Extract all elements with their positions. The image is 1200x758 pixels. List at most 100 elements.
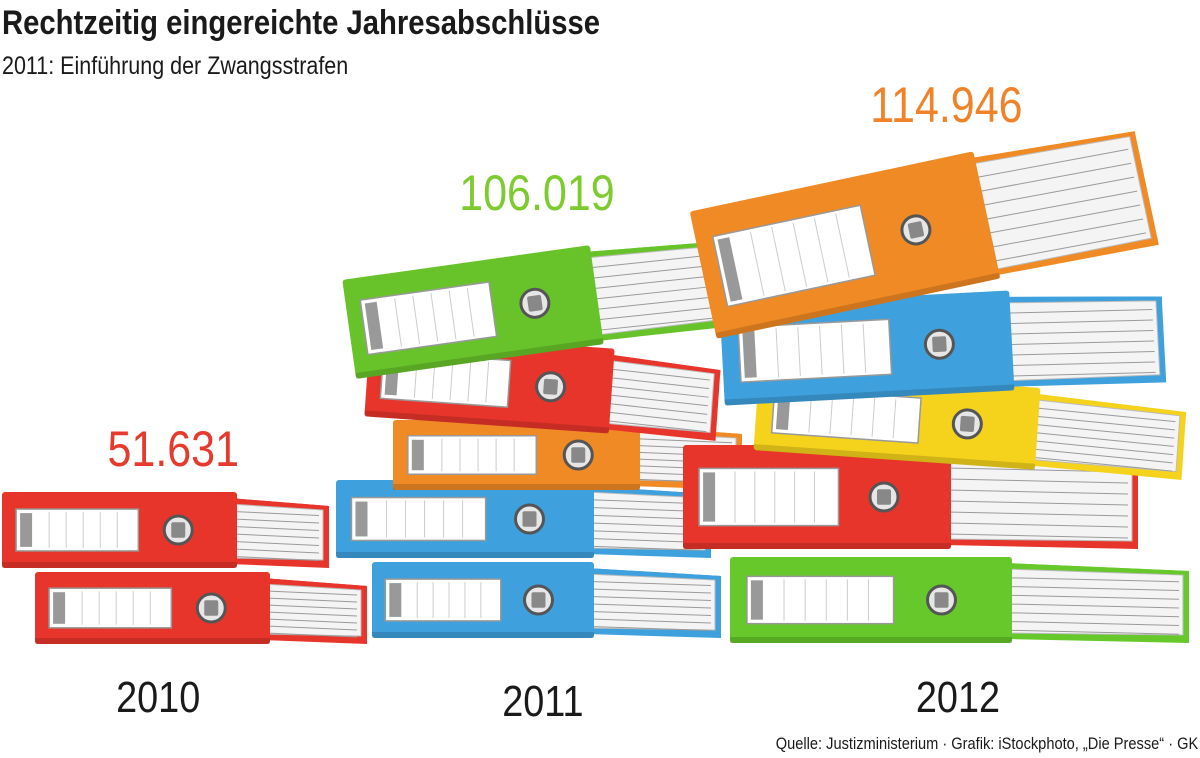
- page-line: [589, 603, 712, 609]
- binder-label-tab: [742, 330, 757, 378]
- label-line: [892, 399, 897, 439]
- binder-label: [746, 575, 895, 625]
- chart-subtitle: 2011: Einführung der Zwangsstrafen: [2, 52, 349, 80]
- binder-shadow: [683, 543, 951, 549]
- binder-top-cover: [966, 131, 1136, 163]
- page-line: [992, 232, 1147, 262]
- binder-shadow: [336, 552, 594, 558]
- binder-2010-2: [2, 492, 329, 568]
- page-line: [265, 632, 358, 638]
- binder-label: [350, 496, 487, 542]
- binder-2012-2: [683, 445, 1138, 549]
- binder-2011-1: [372, 562, 721, 638]
- binder-shadow: [753, 444, 1036, 470]
- page-line: [589, 522, 702, 528]
- binder-top-cover: [605, 354, 721, 375]
- label-line: [850, 396, 855, 436]
- binder-2011-5: [342, 241, 725, 379]
- page-line: [265, 618, 358, 624]
- page-line: [265, 611, 358, 617]
- page-line: [607, 394, 708, 407]
- page-line: [1007, 586, 1180, 591]
- binder-2012-1: [730, 557, 1189, 643]
- page-line: [589, 514, 702, 520]
- binder-shadow: [393, 484, 640, 490]
- value-label-2011: 106.019: [459, 165, 614, 221]
- label-line: [430, 293, 439, 342]
- page-line: [946, 478, 1129, 484]
- page-line: [590, 265, 706, 279]
- binder-shadow: [724, 384, 1015, 406]
- page-line: [606, 402, 708, 415]
- page-line: [589, 596, 712, 601]
- page-line: [265, 597, 358, 603]
- page-line: [589, 507, 702, 512]
- label-line: [862, 323, 867, 373]
- label-line: [394, 298, 402, 347]
- binder-shadow: [2, 562, 237, 568]
- chart-title: Rechtzeitig eingereichte Jahresabschlüss…: [2, 4, 601, 42]
- page-line: [593, 286, 709, 300]
- ring-slot: [932, 336, 947, 353]
- ring-slot: [907, 221, 924, 239]
- page-line: [589, 618, 712, 624]
- page-line: [589, 626, 712, 631]
- binder-label: [15, 508, 140, 552]
- binder-label-tab: [717, 237, 743, 302]
- page-line: [1006, 309, 1153, 314]
- page-line: [1007, 577, 1180, 583]
- page-line: [635, 438, 733, 444]
- ring-slot: [171, 522, 186, 538]
- page-line: [1009, 371, 1156, 377]
- binder-label: [407, 435, 538, 475]
- label-line: [797, 327, 801, 377]
- label-line: [485, 361, 490, 403]
- page-line: [608, 377, 710, 390]
- page-line: [1007, 629, 1180, 635]
- ring-slot: [522, 511, 537, 527]
- page-line: [589, 588, 712, 594]
- label-line: [412, 295, 421, 345]
- page-line: [589, 581, 712, 586]
- ring-slot: [527, 294, 543, 312]
- page-line: [946, 511, 1129, 517]
- binder-label-tab: [20, 513, 33, 547]
- page-line: [232, 518, 320, 524]
- binder-2010-1: [35, 572, 367, 644]
- ring-slot: [877, 489, 891, 505]
- page-line: [1032, 440, 1174, 456]
- page-line: [1007, 621, 1180, 626]
- ring-slot: [531, 592, 546, 608]
- binder-label-tab: [389, 583, 402, 617]
- page-line: [986, 204, 1141, 235]
- page-line: [1035, 407, 1176, 423]
- label-line: [749, 231, 765, 296]
- page-line: [974, 148, 1129, 179]
- page-line: [989, 218, 1144, 248]
- page-line: [589, 611, 712, 616]
- page-line: [265, 625, 358, 631]
- page-line: [232, 511, 320, 516]
- page-line: [232, 526, 320, 531]
- label-line: [775, 328, 780, 378]
- page-line: [265, 604, 358, 610]
- binder-label-tab: [411, 439, 424, 471]
- page-line: [1033, 432, 1174, 447]
- label-line: [449, 359, 454, 401]
- binder-shadow: [35, 638, 270, 644]
- page-line: [1034, 415, 1175, 431]
- page-line: [591, 276, 708, 290]
- binder-label: [48, 587, 173, 629]
- binder-shadow: [730, 637, 1012, 643]
- page-line: [1007, 329, 1154, 335]
- page-line: [232, 556, 320, 561]
- page-line: [983, 190, 1138, 221]
- page-line: [1032, 448, 1173, 464]
- page-line: [589, 530, 702, 536]
- page-line: [232, 548, 320, 554]
- binder-top-cover: [262, 578, 367, 590]
- page-line: [589, 499, 702, 505]
- page-line: [605, 420, 707, 433]
- label-line: [829, 394, 834, 434]
- label-line: [871, 397, 876, 437]
